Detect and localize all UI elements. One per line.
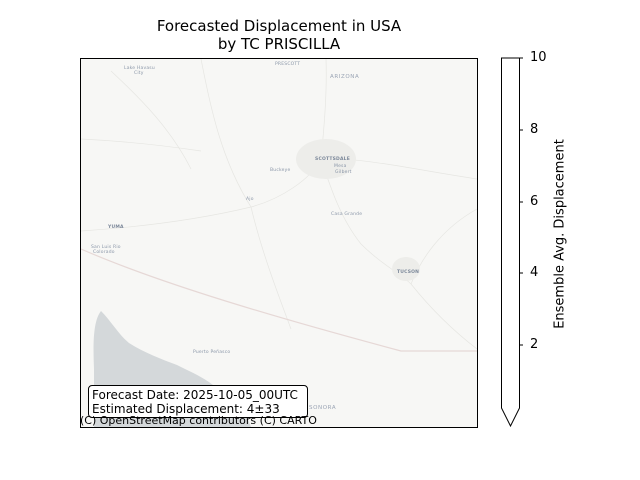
forecast-date: Forecast Date: 2025-10-05_00UTC [92,388,298,402]
place-puerto-penasco: Puerto Peñasco [193,350,231,355]
colorbar [501,57,523,428]
place-sonora: SONORA [309,405,337,411]
place-san-luis-1: San Luis Rio [91,245,121,250]
forecast-info-box: Forecast Date: 2025-10-05_00UTC Estimate… [88,385,308,418]
place-lake-havasu-2: City [134,71,144,76]
colorbar-tick-label-10: 10 [530,50,547,65]
place-yuma: YUMA [108,225,124,230]
place-mesa: Mesa [334,164,347,169]
title-line-1: Forecasted Displacement in USA [156,17,402,35]
map-attribution: (C) OpenStreetMap contributors (C) CARTO [80,414,317,427]
map-title: Forecasted Displacement in USA by TC PRI… [80,17,478,53]
place-prescott: PRESCOTT [275,62,301,67]
place-lake-havasu-1: Lake Havasu [124,66,155,71]
colorbar-bar [501,57,520,428]
colorbar-tick-label-8: 8 [530,122,539,137]
colorbar-label: Ensemble Avg. Displacement [552,139,568,329]
colorbar-tick-label-4: 4 [530,265,539,280]
map-panel[interactable]: Lake Havasu City PRESCOTT ARIZONA SCOTTS… [80,58,478,428]
tucson-metro [392,257,420,281]
colorbar-tick-label-2: 2 [530,337,539,352]
place-san-luis-2: Colorado [93,250,115,255]
place-tucson: TUCSON [397,270,420,275]
place-scottsdale: SCOTTSDALE [315,157,351,162]
title-line-2: by TC PRISCILLA [217,35,341,53]
international-border [81,248,477,352]
place-ajo: Ajo [246,197,254,202]
phoenix-metro [296,139,356,179]
place-casa-grande: Casa Grande [331,212,363,217]
estimated-displacement: Estimated Displacement: 4±33 [92,402,280,416]
colorbar-tick-label-6: 6 [530,194,539,209]
place-buckeye: Buckeye [270,168,291,173]
place-gilbert: Gilbert [335,170,352,175]
basemap [81,59,477,427]
place-arizona: ARIZONA [330,74,360,80]
